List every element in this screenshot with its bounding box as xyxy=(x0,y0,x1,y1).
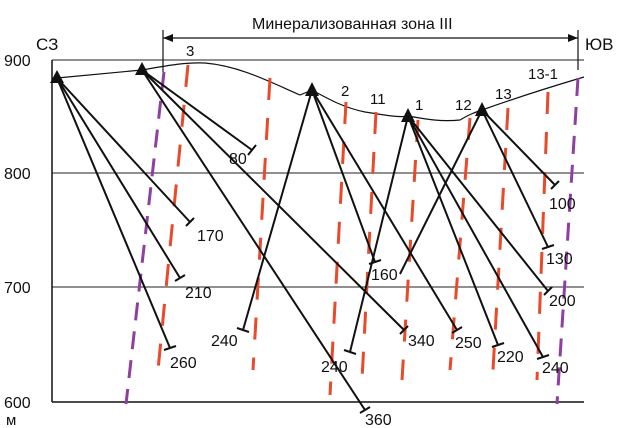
ore-body-a xyxy=(251,77,272,371)
depth-label-210: 210 xyxy=(185,285,212,302)
drillhole-80-end xyxy=(247,144,257,156)
direction-label-nw: СЗ xyxy=(36,35,58,54)
drillhole-360 xyxy=(141,69,366,411)
zone-label: Минерализованная зона III xyxy=(252,16,453,33)
drillhole-340-end xyxy=(399,325,409,335)
drillhole-240-mid xyxy=(349,115,409,353)
depth-label-240-mid: 240 xyxy=(321,359,348,376)
drillhole-250-end xyxy=(451,326,463,334)
drillhole-210 xyxy=(56,77,181,279)
depth-label-100: 100 xyxy=(549,196,576,213)
ore-body-13-1 xyxy=(535,91,550,381)
drillhole-80 xyxy=(141,69,253,151)
depth-label-360: 360 xyxy=(365,412,392,428)
drillhole-160 xyxy=(311,89,376,263)
drill-collar-d xyxy=(401,108,415,122)
unit-label: м xyxy=(6,412,16,428)
drillhole-130 xyxy=(481,109,549,248)
depth-label-340: 340 xyxy=(408,333,435,350)
drillhole-220-end xyxy=(491,342,505,348)
drillhole-170 xyxy=(56,77,191,223)
drillholes xyxy=(56,69,560,414)
ore-body-1 xyxy=(400,119,420,381)
drillhole-210-end xyxy=(174,274,186,282)
drillhole-2nd-from-e xyxy=(399,109,483,275)
depth-label-250: 250 xyxy=(455,335,482,352)
ore-body-label-13-1: 13-1 xyxy=(528,66,558,83)
ore-body-label-2: 2 xyxy=(341,83,349,100)
drillhole-240-east xyxy=(407,115,544,358)
drillhole-130-end xyxy=(541,244,555,250)
drillhole-170-end xyxy=(185,217,195,227)
drillhole-240-east-end xyxy=(536,354,550,360)
drillhole-340 xyxy=(141,69,405,331)
ore-body-12 xyxy=(448,117,472,371)
ore-body-b xyxy=(328,101,348,396)
ore-body-label-3: 3 xyxy=(186,43,194,60)
fault-east xyxy=(555,77,580,405)
ore-body-13 xyxy=(491,107,510,371)
ore-bodies xyxy=(156,64,550,396)
drill-collar-a xyxy=(50,70,64,83)
drillhole-100 xyxy=(481,109,556,186)
drillhole-240-mid-end xyxy=(343,349,357,355)
depth-label-160: 160 xyxy=(371,267,398,284)
ore-body-label-11: 11 xyxy=(370,91,386,108)
drillhole-260-end xyxy=(163,345,177,351)
ore-body-label-13: 13 xyxy=(495,86,512,103)
drillhole-220 xyxy=(407,115,499,346)
elevation-label-600: 600 xyxy=(4,395,31,412)
fault-west xyxy=(124,71,166,405)
depth-label-240-west: 240 xyxy=(211,333,238,350)
drill-collar-e xyxy=(475,102,489,116)
drill-collar-c xyxy=(305,82,319,96)
zone-arrow-right xyxy=(568,34,578,42)
elevation-label-700: 700 xyxy=(4,280,31,297)
depth-label-170: 170 xyxy=(197,228,224,245)
depth-label-80: 80 xyxy=(229,151,247,168)
depth-label-260: 260 xyxy=(170,355,197,372)
drillhole-200-end xyxy=(543,286,553,296)
depth-label-240-east: 240 xyxy=(542,360,569,377)
drillhole-360-end xyxy=(359,406,371,414)
ore-body-label-1: 1 xyxy=(415,97,423,114)
drillhole-240-west-end xyxy=(236,327,250,333)
depth-label-220: 220 xyxy=(497,349,524,366)
depth-label-130: 130 xyxy=(546,251,573,268)
drillhole-260 xyxy=(56,77,171,349)
drill-collar-b xyxy=(135,62,149,75)
ore-body-3 xyxy=(156,64,190,371)
direction-label-se: ЮВ xyxy=(585,35,614,54)
elevation-label-900: 900 xyxy=(4,53,31,70)
drillhole-200 xyxy=(407,115,549,292)
drillhole-100-end xyxy=(550,180,560,190)
elevation-label-800: 800 xyxy=(4,166,31,183)
ore-body-label-12: 12 xyxy=(455,97,472,114)
depth-label-200: 200 xyxy=(549,293,576,310)
drillhole-240-west xyxy=(242,89,313,331)
zone-arrow-left xyxy=(163,34,173,42)
